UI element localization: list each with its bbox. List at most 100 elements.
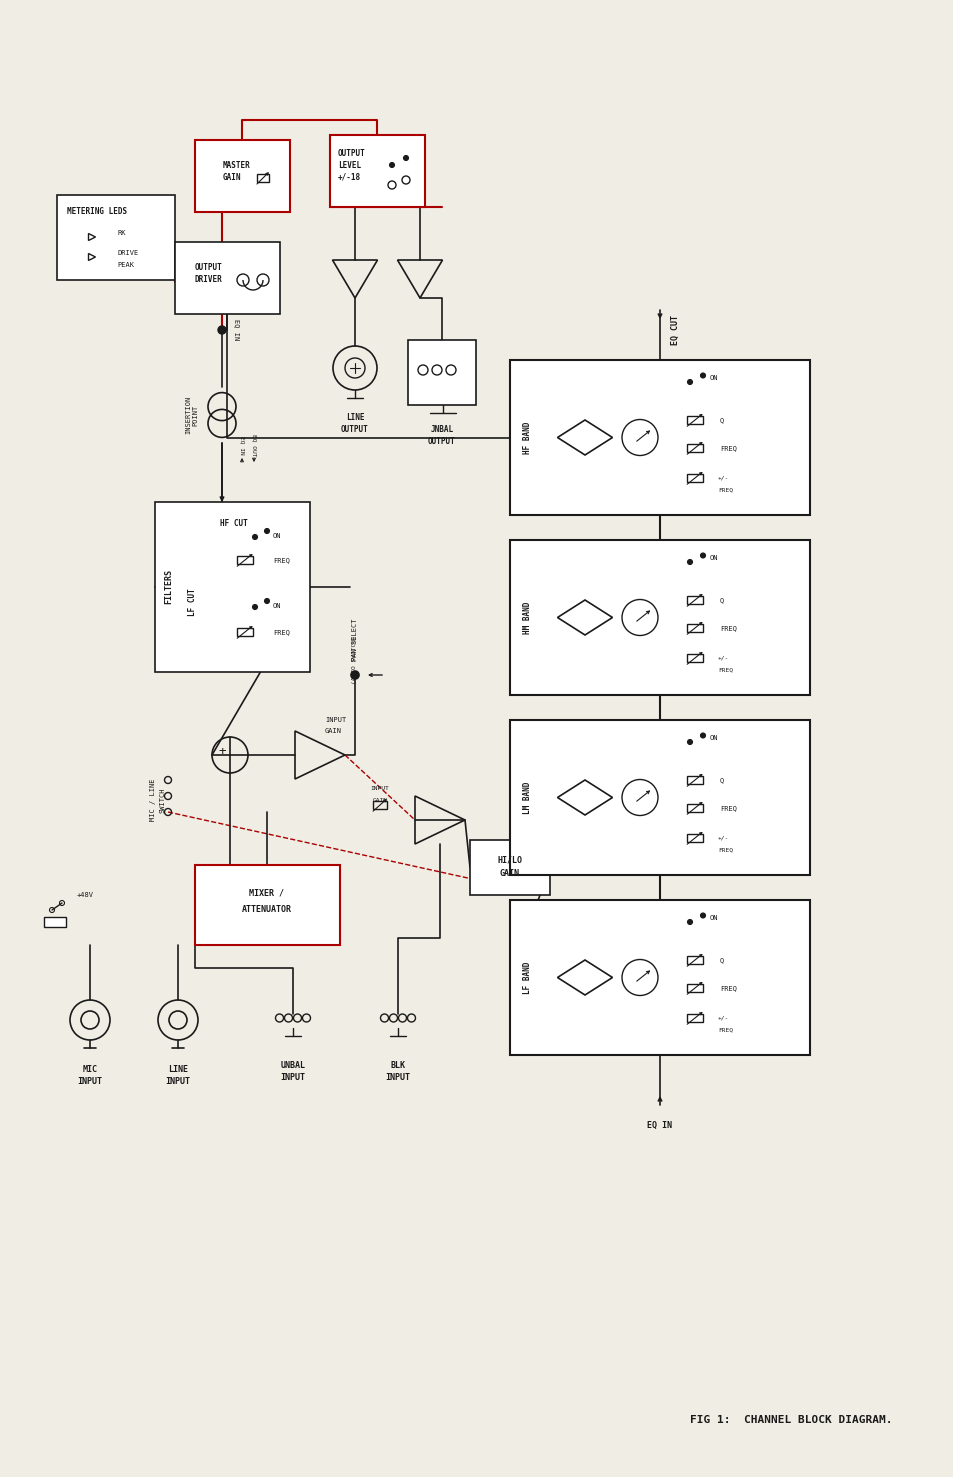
Text: Q: Q — [720, 597, 723, 603]
Text: HM BAND: HM BAND — [523, 601, 532, 634]
Bar — [686, 956, 702, 964]
Circle shape — [687, 380, 692, 384]
Text: FREQ: FREQ — [273, 557, 290, 563]
Text: LF BAND: LF BAND — [523, 962, 532, 994]
Text: Q: Q — [720, 777, 723, 783]
Circle shape — [687, 560, 692, 564]
Text: LINE: LINE — [345, 414, 364, 422]
Bar — [373, 801, 387, 809]
Text: EQ IN: EQ IN — [233, 319, 240, 341]
Text: FREQ: FREQ — [720, 985, 737, 991]
Bar — [510, 360, 809, 515]
Bar — [686, 654, 702, 662]
Text: Q: Q — [720, 417, 723, 422]
Text: OUTPUT: OUTPUT — [194, 263, 222, 272]
Text: MIC: MIC — [82, 1065, 97, 1074]
Text: FILTERS: FILTERS — [164, 570, 173, 604]
Bar — [174, 242, 280, 315]
Text: +/-: +/- — [718, 1016, 728, 1021]
Bar — [236, 555, 253, 564]
Text: FREQ: FREQ — [720, 805, 737, 811]
Text: FREQ: FREQ — [718, 487, 732, 492]
Text: GAIN: GAIN — [325, 728, 341, 734]
Circle shape — [700, 374, 705, 378]
Bar — [686, 1015, 702, 1022]
Text: DRIVE: DRIVE — [117, 250, 138, 256]
Text: ON: ON — [273, 533, 281, 539]
Text: EQ CUT: EQ CUT — [670, 315, 679, 346]
Bar — [686, 775, 702, 784]
Circle shape — [687, 920, 692, 925]
Bar — [686, 623, 702, 632]
Text: +/-: +/- — [718, 836, 728, 840]
Text: ON: ON — [709, 914, 718, 922]
Bar — [256, 174, 269, 182]
Text: ON: ON — [709, 555, 718, 561]
Text: FREQ: FREQ — [718, 668, 732, 672]
Text: FREQ: FREQ — [720, 625, 737, 631]
Bar — [686, 835, 702, 842]
Circle shape — [700, 552, 705, 558]
Text: +/-: +/- — [718, 476, 728, 480]
Text: GAIN: GAIN — [372, 798, 387, 802]
Text: FREQ: FREQ — [718, 1028, 732, 1032]
Text: LM BAND: LM BAND — [523, 781, 532, 814]
Text: OUTPUT: OUTPUT — [341, 425, 369, 434]
Text: INSERTION
POINT: INSERTION POINT — [185, 396, 198, 434]
Text: PEAK: PEAK — [117, 261, 133, 267]
Bar — [510, 899, 809, 1055]
Circle shape — [403, 155, 408, 161]
Bar — [194, 140, 290, 213]
Text: METERING LEDS: METERING LEDS — [67, 207, 127, 216]
Text: HI/LO: HI/LO — [497, 855, 522, 864]
Text: HF BAND: HF BAND — [523, 421, 532, 453]
Bar — [57, 195, 174, 281]
Text: OUTPUT: OUTPUT — [428, 437, 456, 446]
Circle shape — [351, 671, 358, 679]
Bar — [686, 445, 702, 452]
Bar — [686, 417, 702, 424]
Text: HF CUT: HF CUT — [220, 520, 248, 529]
Text: MIC / LINE: MIC / LINE — [150, 778, 156, 821]
Circle shape — [687, 740, 692, 744]
Text: +/-18: +/-18 — [337, 173, 361, 182]
Text: INPUT: INPUT — [370, 786, 389, 790]
Text: FIG 1:  CHANNEL BLOCK DIAGRAM.: FIG 1: CHANNEL BLOCK DIAGRAM. — [689, 1415, 892, 1425]
Circle shape — [218, 326, 226, 334]
Text: SWITCH: SWITCH — [160, 787, 166, 812]
Text: BLK: BLK — [390, 1062, 405, 1071]
Text: PAN SELECT: PAN SELECT — [352, 619, 357, 662]
Circle shape — [264, 598, 269, 604]
Bar — [686, 803, 702, 812]
Text: FREQ: FREQ — [720, 445, 737, 450]
Circle shape — [389, 162, 395, 167]
Text: LF CUT: LF CUT — [189, 588, 197, 616]
Text: EQ IN: EQ IN — [647, 1121, 672, 1130]
Text: UNBAL: UNBAL — [280, 1062, 305, 1071]
Text: EQ OUT: EQ OUT — [252, 434, 256, 456]
Text: INPUT: INPUT — [77, 1078, 102, 1087]
Text: FREQ: FREQ — [718, 848, 732, 852]
Text: JNBAL: JNBAL — [430, 425, 453, 434]
Circle shape — [264, 529, 269, 533]
Bar — [686, 474, 702, 482]
Text: (AUTO SWITCH): (AUTO SWITCH) — [352, 635, 357, 684]
Text: ON: ON — [709, 375, 718, 381]
Text: +48V: +48V — [77, 892, 94, 898]
Text: OUTPUT: OUTPUT — [337, 149, 365, 158]
Text: FREQ: FREQ — [273, 629, 290, 635]
Bar — [686, 597, 702, 604]
Bar — [470, 840, 550, 895]
Text: GAIN: GAIN — [223, 173, 241, 182]
Bar — [330, 134, 424, 207]
Bar — [154, 502, 310, 672]
Bar — [194, 866, 339, 945]
Circle shape — [253, 535, 257, 539]
Circle shape — [700, 733, 705, 738]
Text: DRIVER: DRIVER — [194, 276, 222, 285]
Text: GAIN: GAIN — [499, 870, 519, 879]
Text: RK: RK — [117, 230, 126, 236]
Bar — [510, 541, 809, 696]
Bar — [408, 340, 476, 405]
Text: INPUT: INPUT — [385, 1074, 410, 1083]
